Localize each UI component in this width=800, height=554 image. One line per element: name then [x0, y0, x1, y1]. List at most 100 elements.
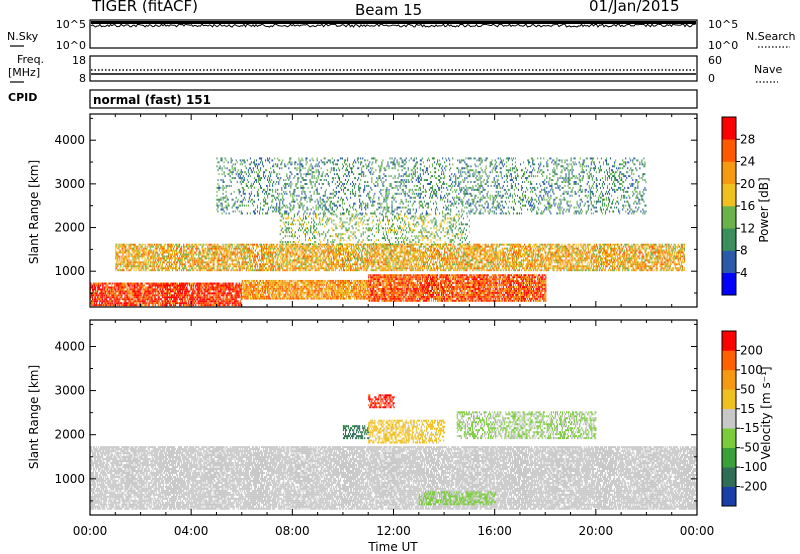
power-cell	[305, 279, 307, 282]
nave-tick-top: 60	[708, 54, 722, 67]
power-cell	[342, 291, 345, 294]
power-cell	[468, 299, 470, 302]
power-cell	[136, 294, 138, 297]
power-cell	[357, 291, 359, 294]
power-cell	[448, 286, 450, 289]
power-cell	[201, 282, 203, 285]
power-cell	[498, 276, 500, 279]
power-cell	[344, 279, 347, 282]
power-cell	[361, 295, 363, 298]
power-cell	[135, 267, 137, 270]
power-cell	[327, 289, 329, 292]
power-cell	[307, 287, 309, 290]
power-cell	[482, 288, 484, 290]
power-cell	[413, 274, 415, 277]
power-cell	[293, 279, 295, 282]
power-cell	[150, 298, 152, 301]
power-cell	[260, 287, 263, 290]
power-cell	[163, 284, 165, 287]
power-cell	[545, 291, 547, 294]
power-cell	[414, 295, 416, 298]
power-cell	[161, 284, 163, 287]
power-cell	[173, 302, 176, 305]
power-cell	[137, 249, 139, 252]
power-cell	[119, 290, 121, 293]
power-cell	[484, 274, 486, 277]
power-cell	[224, 286, 226, 289]
power-cell	[216, 292, 218, 295]
power-cell	[264, 287, 266, 290]
power-cell	[193, 290, 195, 293]
power-cell	[433, 276, 436, 279]
power-cell	[217, 288, 219, 291]
power-cell	[96, 304, 98, 307]
power-cell	[301, 279, 303, 282]
power-cell	[204, 294, 206, 297]
power-cell	[535, 280, 537, 283]
power-cell	[374, 276, 376, 279]
power-cell	[480, 284, 482, 287]
power-cell	[98, 288, 100, 291]
power-cell	[522, 278, 525, 281]
power-cell	[496, 297, 498, 300]
power-cell	[455, 274, 457, 277]
power-cell	[511, 299, 513, 302]
power-cell	[132, 255, 134, 258]
power-cell	[451, 291, 453, 294]
power-cell	[203, 288, 205, 291]
power-cell	[224, 282, 226, 285]
power-cell	[512, 288, 514, 290]
power-cell	[519, 282, 522, 285]
power-cell	[122, 267, 124, 270]
power-cell	[537, 288, 539, 290]
power-cell	[525, 293, 527, 296]
power-cell	[151, 284, 153, 287]
power-cell	[486, 276, 488, 279]
power-cell	[303, 287, 305, 290]
power-cell	[481, 274, 483, 277]
power-cell	[276, 283, 278, 286]
power-cell	[459, 295, 461, 298]
power-cell	[520, 295, 523, 298]
power-cell	[459, 280, 461, 283]
power-cell	[202, 300, 204, 303]
power-cell	[116, 253, 118, 256]
power-cell	[224, 290, 226, 293]
power-cell	[133, 259, 135, 262]
power-cell	[105, 286, 107, 289]
power-cell	[333, 291, 335, 294]
power-cell	[541, 293, 543, 296]
power-cell	[385, 280, 387, 283]
power-cell	[420, 288, 422, 290]
power-cell	[472, 280, 474, 283]
power-cell	[115, 267, 117, 270]
power-cell	[471, 289, 473, 292]
power-cell	[96, 298, 98, 301]
power-cell	[368, 280, 370, 283]
power-cell	[505, 299, 507, 302]
power-cell	[376, 278, 378, 281]
power-cell	[491, 299, 493, 302]
power-cell	[138, 292, 140, 295]
power-cell	[448, 288, 450, 290]
power-cell	[232, 284, 234, 287]
power-cell	[137, 267, 139, 270]
power-cell	[504, 297, 506, 300]
power-cell	[399, 274, 401, 277]
power-cell	[352, 295, 354, 298]
power-cell	[291, 287, 293, 290]
power-cell	[381, 291, 383, 294]
power-cell	[216, 284, 218, 287]
power-cell	[225, 302, 227, 305]
power-cell	[389, 278, 391, 281]
power-cell	[100, 296, 102, 299]
power-cell	[313, 297, 315, 300]
power-cell	[446, 278, 448, 281]
power-cell	[290, 293, 292, 296]
power-cell	[375, 274, 377, 277]
power-cell	[311, 287, 313, 290]
power-cell	[96, 302, 98, 305]
power-cell	[118, 243, 120, 246]
power-cell	[464, 286, 466, 289]
power-cell	[140, 284, 142, 287]
